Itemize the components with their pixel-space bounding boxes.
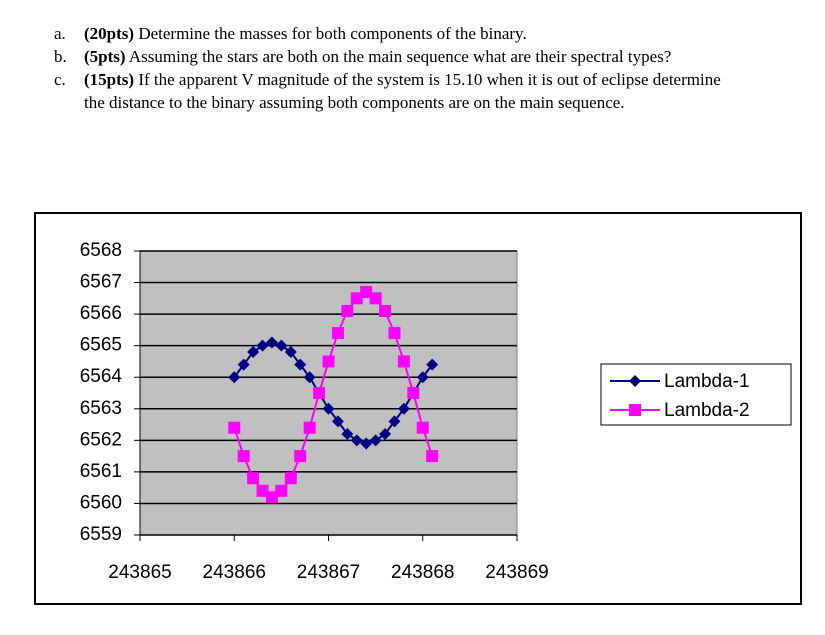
question-text: Assuming the stars are both on the main … — [128, 47, 672, 66]
data-point — [322, 402, 335, 415]
question-label: a. — [54, 24, 66, 43]
data-point — [247, 345, 260, 358]
data-point — [237, 450, 250, 463]
data-point — [294, 450, 307, 463]
question-points: (5pts) — [84, 47, 126, 66]
data-point — [247, 472, 260, 485]
data-point — [265, 491, 278, 504]
question-points: (15pts) — [84, 70, 135, 89]
data-point — [369, 292, 382, 305]
y-tick-label: 6560 — [80, 492, 122, 513]
y-tick-label: 6566 — [80, 303, 122, 324]
data-point — [303, 371, 316, 384]
legend-label: Lambda-2 — [664, 400, 750, 421]
legend-label: Lambda-1 — [664, 371, 750, 392]
data-point — [256, 339, 269, 352]
data-point — [331, 327, 344, 340]
data-point — [407, 387, 420, 399]
question: a. (20pts) Determine the masses for both … — [54, 22, 744, 45]
y-tick-label: 6561 — [80, 461, 122, 482]
y-tick-label: 6568 — [80, 240, 122, 261]
legend-marker — [629, 375, 641, 387]
y-tick-label: 6565 — [80, 335, 122, 356]
data-point — [265, 336, 278, 349]
data-point — [397, 355, 410, 368]
data-point — [388, 327, 401, 340]
plot-area — [139, 250, 518, 536]
y-tick-label: 6562 — [80, 429, 122, 450]
data-point — [303, 421, 316, 434]
data-point — [228, 371, 241, 384]
data-point — [350, 434, 363, 447]
data-point — [284, 345, 297, 358]
data-point — [341, 428, 354, 441]
data-point — [275, 339, 288, 352]
x-tick-label: 243866 — [203, 562, 266, 583]
y-tick-label: 6567 — [80, 272, 122, 293]
data-point — [237, 358, 250, 371]
y-tick-label: 6559 — [80, 524, 122, 545]
data-point — [294, 358, 307, 371]
legend-marker — [629, 404, 641, 416]
data-point — [341, 304, 354, 317]
question-points: (20pts) — [84, 24, 135, 43]
data-point — [416, 421, 429, 434]
data-point — [275, 484, 288, 497]
data-point — [256, 484, 269, 497]
question-text: Determine the masses for both components… — [138, 24, 527, 43]
data-point — [284, 472, 297, 485]
data-point — [313, 387, 326, 399]
data-point — [379, 428, 392, 441]
series-line — [233, 341, 433, 445]
question-label: b. — [54, 47, 67, 66]
data-point — [379, 304, 392, 317]
data-point — [360, 286, 373, 299]
data-point — [331, 415, 344, 428]
x-tick-label: 243865 — [108, 562, 171, 583]
data-point — [426, 358, 439, 371]
y-tick-label: 6564 — [80, 366, 123, 387]
question: b. (5pts) Assuming the stars are both on … — [54, 45, 744, 68]
y-tick-label: 6563 — [80, 398, 122, 419]
x-tick-label: 243869 — [485, 562, 548, 583]
x-tick-label: 243868 — [391, 562, 454, 583]
question-text: If the apparent V magnitude of the syste… — [84, 70, 721, 112]
x-tick-label: 243867 — [297, 562, 360, 583]
question-label: c. — [54, 70, 66, 89]
data-point — [228, 421, 241, 434]
data-point — [369, 434, 382, 447]
question-list: a. (20pts) Determine the masses for both … — [0, 22, 825, 114]
data-point — [350, 292, 363, 305]
data-point — [426, 450, 439, 463]
question: c. (15pts) If the apparent V magnitude of… — [54, 68, 744, 114]
data-point — [416, 371, 429, 384]
data-point — [360, 437, 373, 450]
data-point — [322, 355, 335, 368]
data-point — [388, 415, 401, 428]
data-point — [397, 402, 410, 415]
